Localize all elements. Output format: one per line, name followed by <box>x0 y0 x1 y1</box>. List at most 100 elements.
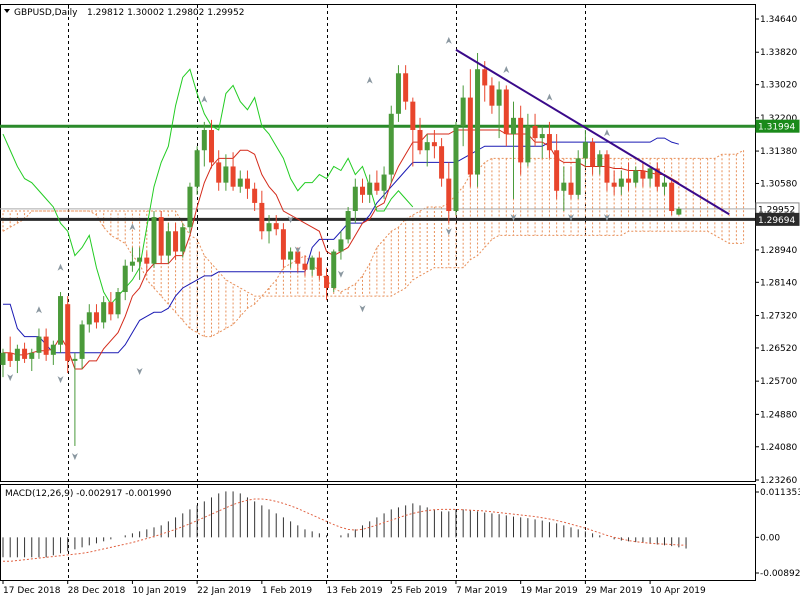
candle-body[interactable] <box>259 202 265 232</box>
candle-body[interactable] <box>29 352 35 359</box>
candle-body[interactable] <box>273 223 279 230</box>
candle-body[interactable] <box>475 69 481 175</box>
candle-body[interactable] <box>122 265 128 293</box>
candle-body[interactable] <box>223 166 229 183</box>
candle-body[interactable] <box>280 229 286 260</box>
candle-body[interactable] <box>302 263 308 270</box>
candle-body[interactable] <box>266 223 272 232</box>
candle-body[interactable] <box>439 146 445 179</box>
candle-body[interactable] <box>647 168 653 179</box>
candlesticks[interactable] <box>0 53 682 446</box>
candle-body[interactable] <box>187 186 193 228</box>
candle-body[interactable] <box>316 257 322 276</box>
candle-body[interactable] <box>244 178 250 189</box>
candle-body[interactable] <box>309 257 315 270</box>
candle-body[interactable] <box>230 166 236 187</box>
candle-body[interactable] <box>50 344 56 355</box>
candle-body[interactable] <box>546 134 552 151</box>
candle-body[interactable] <box>460 97 466 126</box>
candle-body[interactable] <box>611 182 617 187</box>
candle-body[interactable] <box>331 251 337 288</box>
candle-body[interactable] <box>209 129 215 163</box>
candle-body[interactable] <box>568 182 574 195</box>
candle-body[interactable] <box>489 85 495 106</box>
trendline[interactable] <box>455 48 730 216</box>
candle-body[interactable] <box>151 217 157 264</box>
candle-body[interactable] <box>43 336 49 355</box>
candle-body[interactable] <box>324 275 330 288</box>
candle-body[interactable] <box>345 211 351 240</box>
candle-body[interactable] <box>352 186 358 212</box>
candle-body[interactable] <box>374 182 380 191</box>
candle-body[interactable] <box>0 352 6 365</box>
candle-body[interactable] <box>410 101 416 130</box>
candle-body[interactable] <box>360 186 365 195</box>
candle-body[interactable] <box>554 150 560 191</box>
candle-body[interactable] <box>510 117 516 135</box>
candle-body[interactable] <box>539 134 545 139</box>
candle-body[interactable] <box>367 182 373 195</box>
candle-body[interactable] <box>403 73 409 102</box>
candle-body[interactable] <box>216 162 222 183</box>
candle-body[interactable] <box>158 217 164 256</box>
candle-body[interactable] <box>137 257 143 262</box>
candle-body[interactable] <box>86 312 92 325</box>
candle-body[interactable] <box>165 231 171 256</box>
candle-body[interactable] <box>252 188 258 203</box>
candle-body[interactable] <box>467 97 473 175</box>
candle-body[interactable] <box>338 239 344 252</box>
candle-body[interactable] <box>115 292 121 315</box>
candle-body[interactable] <box>525 125 531 163</box>
candle-body[interactable] <box>388 113 394 175</box>
candle-body[interactable] <box>633 170 639 183</box>
candle-body[interactable] <box>661 182 667 187</box>
candle-body[interactable] <box>194 150 200 187</box>
candle-body[interactable] <box>108 302 114 315</box>
candle-body[interactable] <box>582 142 588 159</box>
candle-body[interactable] <box>93 312 99 323</box>
candle-body[interactable] <box>654 168 660 187</box>
candle-body[interactable] <box>14 348 20 361</box>
candle-body[interactable] <box>431 142 437 147</box>
candle-body[interactable] <box>604 154 610 183</box>
candle-body[interactable] <box>618 178 624 187</box>
candle-body[interactable] <box>381 174 387 191</box>
candle-body[interactable] <box>417 129 423 151</box>
candle-body[interactable] <box>482 69 488 86</box>
candle-body[interactable] <box>7 352 13 361</box>
candle-body[interactable] <box>144 257 150 264</box>
candle-body[interactable] <box>590 142 596 167</box>
candle-body[interactable] <box>22 348 28 359</box>
candle-body[interactable] <box>79 324 85 359</box>
candle-body[interactable] <box>503 89 509 135</box>
candle-body[interactable] <box>237 178 243 187</box>
dropdown-triangle-icon[interactable] <box>4 9 10 13</box>
candle-body[interactable] <box>446 178 452 212</box>
candle-body[interactable] <box>575 158 581 195</box>
candle-body[interactable] <box>65 304 71 361</box>
candle-body[interactable] <box>676 208 682 215</box>
candle-body[interactable] <box>129 261 135 266</box>
candle-body[interactable] <box>453 125 459 212</box>
candle-body[interactable] <box>295 251 301 264</box>
candle-body[interactable] <box>669 182 675 212</box>
candle-body[interactable] <box>58 296 64 345</box>
candle-body[interactable] <box>597 154 603 167</box>
candle-body[interactable] <box>640 170 646 179</box>
candle-body[interactable] <box>101 302 107 323</box>
candle-body[interactable] <box>288 251 294 260</box>
candle-body[interactable] <box>561 182 567 191</box>
downtrend-line[interactable] <box>455 48 730 216</box>
candle-body[interactable] <box>173 231 179 252</box>
candle-body[interactable] <box>395 73 401 114</box>
candle-body[interactable] <box>180 227 186 252</box>
candle-body[interactable] <box>424 142 430 151</box>
candle-body[interactable] <box>532 125 538 139</box>
candle-body[interactable] <box>201 129 207 151</box>
candle-body[interactable] <box>496 89 502 106</box>
candle-body[interactable] <box>72 358 78 361</box>
candle-body[interactable] <box>518 117 524 163</box>
candle-body[interactable] <box>626 178 632 183</box>
candle-body[interactable] <box>36 336 42 353</box>
